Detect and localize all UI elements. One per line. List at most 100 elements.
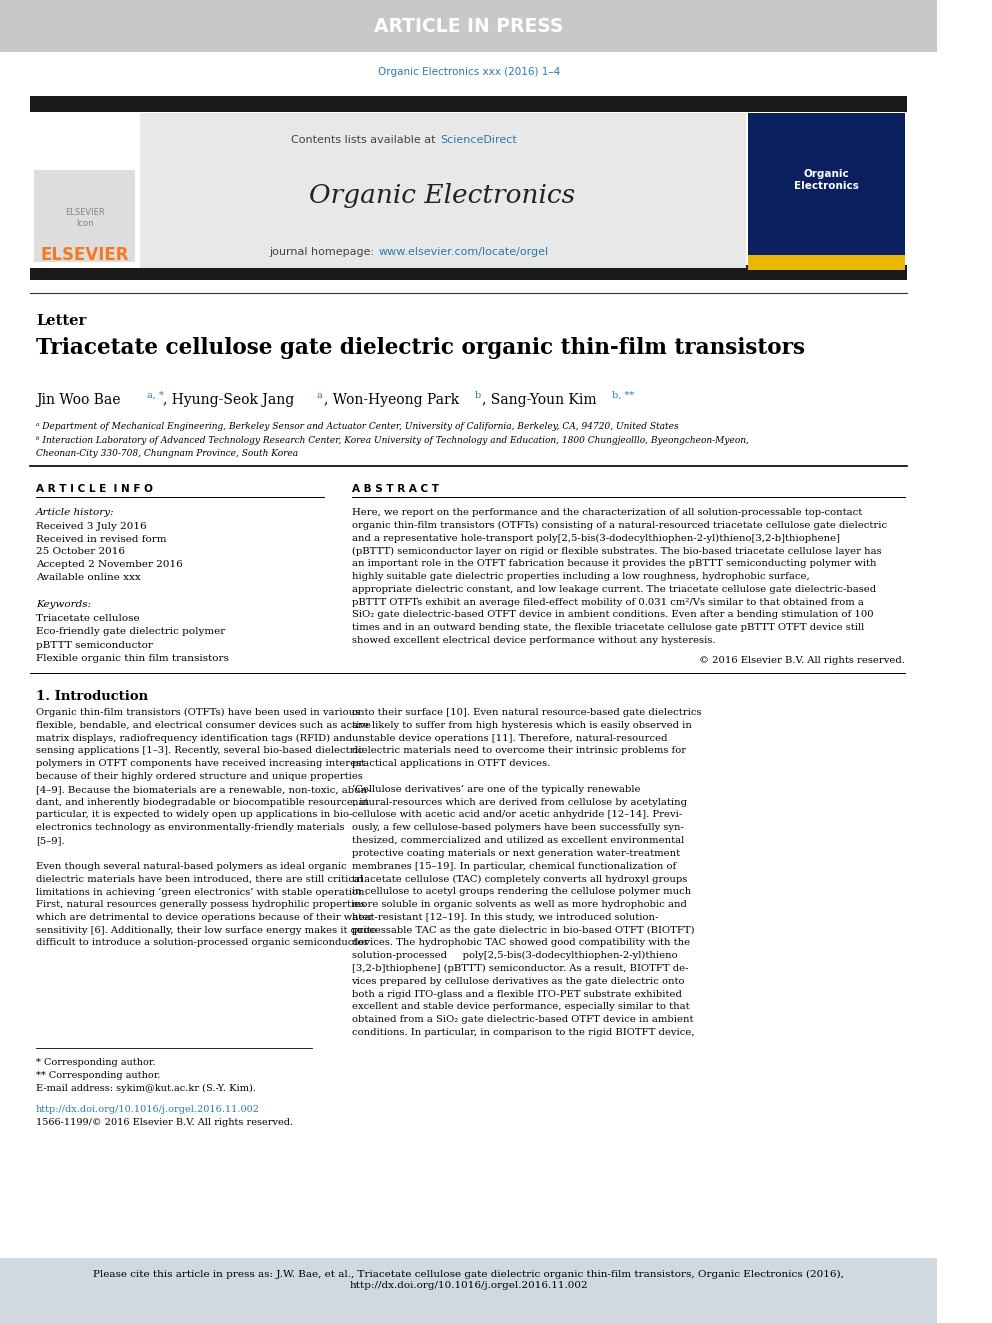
Text: appropriate dielectric constant, and low leakage current. The triacetate cellulo: appropriate dielectric constant, and low… [351,585,876,594]
Text: b, **: b, ** [612,392,635,400]
Text: sensing applications [1–3]. Recently, several bio-based dielectric: sensing applications [1–3]. Recently, se… [36,746,363,755]
Text: 1. Introduction: 1. Introduction [36,691,148,703]
Text: showed excellent electrical device performance without any hysteresis.: showed excellent electrical device perfo… [351,636,715,646]
Text: Received in revised form: Received in revised form [36,534,167,544]
Text: natural-resources which are derived from cellulose by acetylating: natural-resources which are derived from… [351,798,686,807]
Text: Jin Woo Bae: Jin Woo Bae [36,393,120,407]
Text: devices. The hydrophobic TAC showed good compatibility with the: devices. The hydrophobic TAC showed good… [351,938,689,947]
Text: 25 October 2016: 25 October 2016 [36,546,125,556]
Text: difficult to introduce a solution-processed organic semiconductor: difficult to introduce a solution-proces… [36,938,368,947]
Text: because of their highly ordered structure and unique properties: because of their highly ordered structur… [36,773,363,781]
Text: Available online xxx: Available online xxx [36,573,141,582]
Text: membranes [15–19]. In particular, chemical functionalization of: membranes [15–19]. In particular, chemic… [351,861,676,871]
Text: solution-processed     poly[2,5-bis(3-dodecylthiophen-2-yl)thieno: solution-processed poly[2,5-bis(3-dodecy… [351,951,678,960]
Text: © 2016 Elsevier B.V. All rights reserved.: © 2016 Elsevier B.V. All rights reserved… [699,656,906,665]
Text: ELSEVIER: ELSEVIER [41,246,129,265]
Text: , Won-Hyeong Park: , Won-Hyeong Park [324,393,459,407]
Text: triacetate cellulose (TAC) completely converts all hydroxyl groups: triacetate cellulose (TAC) completely co… [351,875,686,884]
Text: flexible, bendable, and electrical consumer devices such as active: flexible, bendable, and electrical consu… [36,721,371,730]
Text: ᵇ Interaction Laboratory of Advanced Technology Research Center, Korea Universit: ᵇ Interaction Laboratory of Advanced Tec… [36,437,749,445]
Text: [5–9].: [5–9]. [36,836,64,845]
Text: pBTTT semiconductor: pBTTT semiconductor [36,642,153,650]
Text: , Sang-Youn Kim: , Sang-Youn Kim [482,393,596,407]
Text: ously, a few cellulose-based polymers have been successfully syn-: ously, a few cellulose-based polymers ha… [351,823,683,832]
Bar [30,265,907,280]
Text: times and in an outward bending state, the flexible triacetate cellulose gate pB: times and in an outward bending state, t… [351,623,864,632]
Text: Organic Electronics xxx (2016) 1–4: Organic Electronics xxx (2016) 1–4 [378,67,559,77]
Text: dielectric materials need to overcome their intrinsic problems for: dielectric materials need to overcome th… [351,746,685,755]
Text: Contents lists available at: Contents lists available at [292,135,439,146]
Bar [0,0,937,52]
Text: which are detrimental to device operations because of their water: which are detrimental to device operatio… [36,913,373,922]
Bar [30,97,907,112]
Text: polymers in OTFT components have received increasing interest: polymers in OTFT components have receive… [36,759,365,769]
Bar [140,112,747,269]
Text: Triacetate cellulose: Triacetate cellulose [36,614,140,623]
Text: electronics technology as environmentally-friendly materials: electronics technology as environmentall… [36,823,344,832]
Text: Accepted 2 November 2016: Accepted 2 November 2016 [36,560,183,569]
Bar [748,255,906,270]
Text: unstable device operations [11]. Therefore, natural-resourced: unstable device operations [11]. Therefo… [351,733,667,742]
Text: , Hyung-Seok Jang: , Hyung-Seok Jang [163,393,294,407]
Text: Organic Electronics: Organic Electronics [310,184,575,209]
Bar [34,169,135,262]
Text: organic thin-film transistors (OTFTs) consisting of a natural-resourced triaceta: organic thin-film transistors (OTFTs) co… [351,521,887,531]
Text: SiO₂ gate dielectric-based OTFT device in ambient conditions. Even after a bendi: SiO₂ gate dielectric-based OTFT device i… [351,610,873,619]
Text: excellent and stable device performance, especially similar to that: excellent and stable device performance,… [351,1003,689,1011]
Text: [3,2-b]thiophene] (pBTTT) semiconductor. As a result, BIOTFT de-: [3,2-b]thiophene] (pBTTT) semiconductor.… [351,964,688,974]
Text: Received 3 July 2016: Received 3 July 2016 [36,523,147,531]
Text: particular, it is expected to widely open up applications in bio-: particular, it is expected to widely ope… [36,811,352,819]
Text: Here, we report on the performance and the characterization of all solution-proc: Here, we report on the performance and t… [351,508,862,517]
Text: Letter: Letter [36,314,86,328]
Text: ‘Cellulose derivatives’ are one of the typically renewable: ‘Cellulose derivatives’ are one of the t… [351,785,640,794]
Text: Flexible organic thin film transistors: Flexible organic thin film transistors [36,655,229,664]
Text: vices prepared by cellulose derivatives as the gate dielectric onto: vices prepared by cellulose derivatives … [351,976,685,986]
Text: ARTICLE IN PRESS: ARTICLE IN PRESS [374,16,563,36]
Text: (pBTTT) semiconductor layer on rigid or flexible substrates. The bio-based triac: (pBTTT) semiconductor layer on rigid or … [351,546,881,556]
Text: First, natural resources generally possess hydrophilic properties: First, natural resources generally posse… [36,900,365,909]
Text: heat-resistant [12–19]. In this study, we introduced solution-: heat-resistant [12–19]. In this study, w… [351,913,658,922]
Text: Organic
Electronics: Organic Electronics [795,169,859,191]
Text: matrix displays, radiofrequency identification tags (RFID) and: matrix displays, radiofrequency identifi… [36,733,352,742]
Text: * Corresponding author.: * Corresponding author. [36,1058,156,1068]
Text: [4–9]. Because the biomaterials are a renewable, non-toxic, abun-: [4–9]. Because the biomaterials are a re… [36,785,370,794]
Text: Please cite this article in press as: J.W. Bae, et al., Triacetate cellulose gat: Please cite this article in press as: J.… [93,1270,844,1290]
Text: Eco-friendly gate dielectric polymer: Eco-friendly gate dielectric polymer [36,627,225,636]
Text: practical applications in OTFT devices.: practical applications in OTFT devices. [351,759,550,769]
Text: Keywords:: Keywords: [36,601,91,609]
Text: onto their surface [10]. Even natural resource-based gate dielectrics: onto their surface [10]. Even natural re… [351,708,701,717]
Text: journal homepage:: journal homepage: [270,247,378,257]
Text: cellulose with acetic acid and/or acetic anhydride [12–14]. Previ-: cellulose with acetic acid and/or acetic… [351,811,682,819]
Text: ScienceDirect: ScienceDirect [440,135,517,146]
Text: conditions. In particular, in comparison to the rigid BIOTFT device,: conditions. In particular, in comparison… [351,1028,694,1037]
Text: dant, and inherently biodegradable or biocompatible resource, in: dant, and inherently biodegradable or bi… [36,798,369,807]
Text: a, *: a, * [148,392,165,400]
Text: Organic thin-film transistors (OTFTs) have been used in various: Organic thin-film transistors (OTFTs) ha… [36,708,360,717]
Text: b: b [474,392,480,400]
Text: www.elsevier.com/locate/orgel: www.elsevier.com/locate/orgel [379,247,549,257]
Text: more soluble in organic solvents as well as more hydrophobic and: more soluble in organic solvents as well… [351,900,686,909]
Text: http://dx.doi.org/10.1016/j.orgel.2016.11.002: http://dx.doi.org/10.1016/j.orgel.2016.1… [36,1105,260,1114]
Text: obtained from a SiO₂ gate dielectric-based OTFT device in ambient: obtained from a SiO₂ gate dielectric-bas… [351,1015,693,1024]
Text: protective coating materials or next generation water-treatment: protective coating materials or next gen… [351,849,680,857]
Text: processable TAC as the gate dielectric in bio-based OTFT (BIOTFT): processable TAC as the gate dielectric i… [351,926,694,935]
Text: pBTTT OTFTs exhibit an average filed-effect mobility of 0.031 cm²/Vs similar to : pBTTT OTFTs exhibit an average filed-eff… [351,598,863,607]
Text: E-mail address: sykim@kut.ac.kr (S.-Y. Kim).: E-mail address: sykim@kut.ac.kr (S.-Y. K… [36,1084,256,1093]
Text: are likely to suffer from high hysteresis which is easily observed in: are likely to suffer from high hysteresi… [351,721,691,730]
Text: sensitivity [6]. Additionally, their low surface energy makes it quite: sensitivity [6]. Additionally, their low… [36,926,377,934]
Bar [0,1258,937,1323]
Text: ᵃ Department of Mechanical Engineering, Berkeley Sensor and Actuator Center, Uni: ᵃ Department of Mechanical Engineering, … [36,422,679,431]
Text: dielectric materials have been introduced, there are still critical: dielectric materials have been introduce… [36,875,363,884]
Text: a: a [316,392,322,400]
Text: both a rigid ITO-glass and a flexible ITO-PET substrate exhibited: both a rigid ITO-glass and a flexible IT… [351,990,682,999]
Text: an important role in the OTFT fabrication because it provides the pBTTT semicond: an important role in the OTFT fabricatio… [351,560,876,568]
Bar [30,112,140,269]
Text: 1566-1199/© 2016 Elsevier B.V. All rights reserved.: 1566-1199/© 2016 Elsevier B.V. All right… [36,1118,293,1127]
Text: thesized, commercialized and utilized as excellent environmental: thesized, commercialized and utilized as… [351,836,683,845]
Text: and a representative hole-transport poly[2,5-bis(3-dodecylthiophen-2-yl)thieno[3: and a representative hole-transport poly… [351,533,839,542]
Text: A B S T R A C T: A B S T R A C T [351,484,438,493]
Text: in cellulose to acetyl groups rendering the cellulose polymer much: in cellulose to acetyl groups rendering … [351,888,690,896]
Text: A R T I C L E  I N F O: A R T I C L E I N F O [36,484,153,493]
Text: highly suitable gate dielectric properties including a low roughness, hydrophobi: highly suitable gate dielectric properti… [351,572,809,581]
Text: Article history:: Article history: [36,508,114,517]
